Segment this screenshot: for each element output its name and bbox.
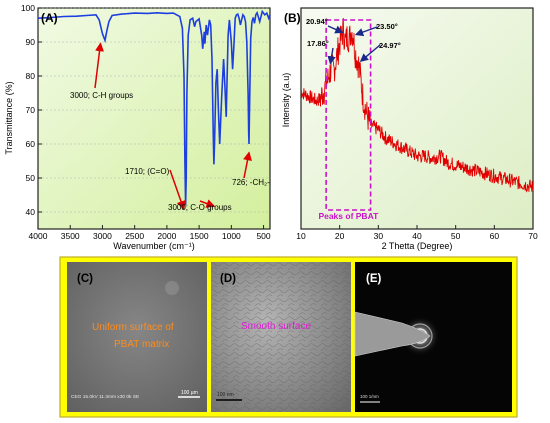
peak-arrow-24-97 xyxy=(359,44,381,62)
panel-a-plot-area xyxy=(37,7,271,230)
panel-a-xlabel: Wavenumber (cm⁻¹) xyxy=(113,241,194,251)
panel-d-scale-label: 100 nm xyxy=(217,392,234,398)
panel-a-ytick-label: 50 xyxy=(26,173,36,183)
panel-a-xtick-label: 500 xyxy=(256,231,270,241)
panel-b-label: (B) xyxy=(284,11,301,25)
panel-e-beam-stopper xyxy=(354,311,431,357)
panel-b: 10 20 30 40 50 60 70 Peaks of PBAT (B) Intensi… xyxy=(281,7,538,251)
panel-b-xtick-label: 50 xyxy=(451,231,461,241)
panel-b-xtick-label: 20 xyxy=(335,231,345,241)
annotation-ch2: 726; -CH₂- xyxy=(232,178,270,187)
annotation-co-groups: 3000; C-O groups xyxy=(168,203,232,212)
annotation-ch-groups: 3000; C-H groups xyxy=(70,91,133,100)
annotation-arrow-co xyxy=(169,169,186,211)
panel-a-ytick-label: 60 xyxy=(26,139,36,149)
panel-b-xtick-label: 70 xyxy=(528,231,538,241)
panel-b-xrd-line xyxy=(300,17,534,193)
panel-a-ytick-label: 80 xyxy=(26,71,36,81)
peak-label-23-50: 23.50° xyxy=(376,22,398,31)
panel-a-xtick-label: 3000 xyxy=(93,231,112,241)
peak-arrow-20-94 xyxy=(327,25,344,34)
panel-d-label: (D) xyxy=(220,273,236,285)
panel-e-label: (E) xyxy=(366,273,382,285)
panel-e: (E) 100 1/nm xyxy=(354,262,512,412)
panel-a-ytick-label: 70 xyxy=(26,105,36,115)
panel-e-scale-label: 100 1/nm xyxy=(360,394,379,399)
panel-c-image xyxy=(67,262,207,412)
panel-c: (C) Uniform surface of PBAT matrix CEG 1… xyxy=(67,262,207,412)
panel-a-ytick-label: 40 xyxy=(26,207,36,217)
panel-a-ytick-label: 90 xyxy=(26,37,36,47)
peaks-highlight-box xyxy=(325,19,372,211)
panel-b-xtick-label: 40 xyxy=(412,231,422,241)
micrograph-row: (C) Uniform surface of PBAT matrix CEG 1… xyxy=(59,256,518,418)
peak-label-20-94: 20.94° xyxy=(306,17,328,26)
panel-a-label: (A) xyxy=(41,11,58,25)
panel-b-xtick-label: 30 xyxy=(374,231,384,241)
panel-a-ylabel: Transmittance (%) xyxy=(4,81,14,154)
panel-d-caption: Smooth surface xyxy=(241,321,311,332)
panel-a-xtick-label: 3500 xyxy=(61,231,80,241)
panel-c-caption-line2: PBAT matrix xyxy=(114,339,169,350)
annotation-co-carbonyl: 1710; (C=O) xyxy=(125,167,170,176)
panel-c-info: CEG 15.0kV 11.3mm x30 0k SE xyxy=(71,394,139,400)
panel-a-xtick-label: 1500 xyxy=(190,231,209,241)
panel-b-xtick-label: 10 xyxy=(296,231,306,241)
panel-d-texture xyxy=(211,262,351,412)
panel-a-xtick-label: 2000 xyxy=(157,231,176,241)
peaks-box-label: Peaks of PBAT xyxy=(318,211,379,221)
panel-b-ticks: 10 20 30 40 50 60 70 xyxy=(296,225,538,241)
panel-d: (D) Smooth surface 100 nm xyxy=(211,262,351,412)
panel-b-plot-area xyxy=(300,7,534,230)
panel-b-ylabel: Intensity (a.u) xyxy=(281,73,291,128)
peak-arrow-23-50 xyxy=(354,26,378,37)
panel-a-xtick-label: 4000 xyxy=(29,231,48,241)
panel-c-scale-label: 100 µm xyxy=(181,390,198,396)
panel-c-caption-line1: Uniform surface of xyxy=(92,322,174,333)
panel-b-xlabel: 2 Thetta (Degree) xyxy=(382,241,453,251)
panel-a-ticks: 40 50 60 70 80 90 100 4000 3500 3000 2500 2000 1500 1… xyxy=(21,3,271,241)
panel-a-ytick-label: 100 xyxy=(21,3,35,13)
panel-a-xtick-label: 2500 xyxy=(125,231,144,241)
panel-b-xtick-label: 60 xyxy=(490,231,500,241)
peak-label-24-97: 24.97° xyxy=(379,41,401,50)
peak-arrow-17-86 xyxy=(327,47,336,65)
annotation-arrow-c-o xyxy=(199,199,216,208)
peak-label-17-86: 17.86° xyxy=(307,39,329,48)
annotation-arrow-ch xyxy=(94,42,104,89)
annotation-arrow-ch2 xyxy=(243,151,252,179)
panel-c-spot xyxy=(165,281,179,295)
panel-a-ftir-line xyxy=(37,9,271,206)
panel-a-xtick-label: 1000 xyxy=(222,231,241,241)
panel-a: 40 50 60 70 80 90 100 4000 3500 3000 2500 2000 1500 1… xyxy=(4,3,271,251)
panel-c-label: (C) xyxy=(77,273,93,285)
